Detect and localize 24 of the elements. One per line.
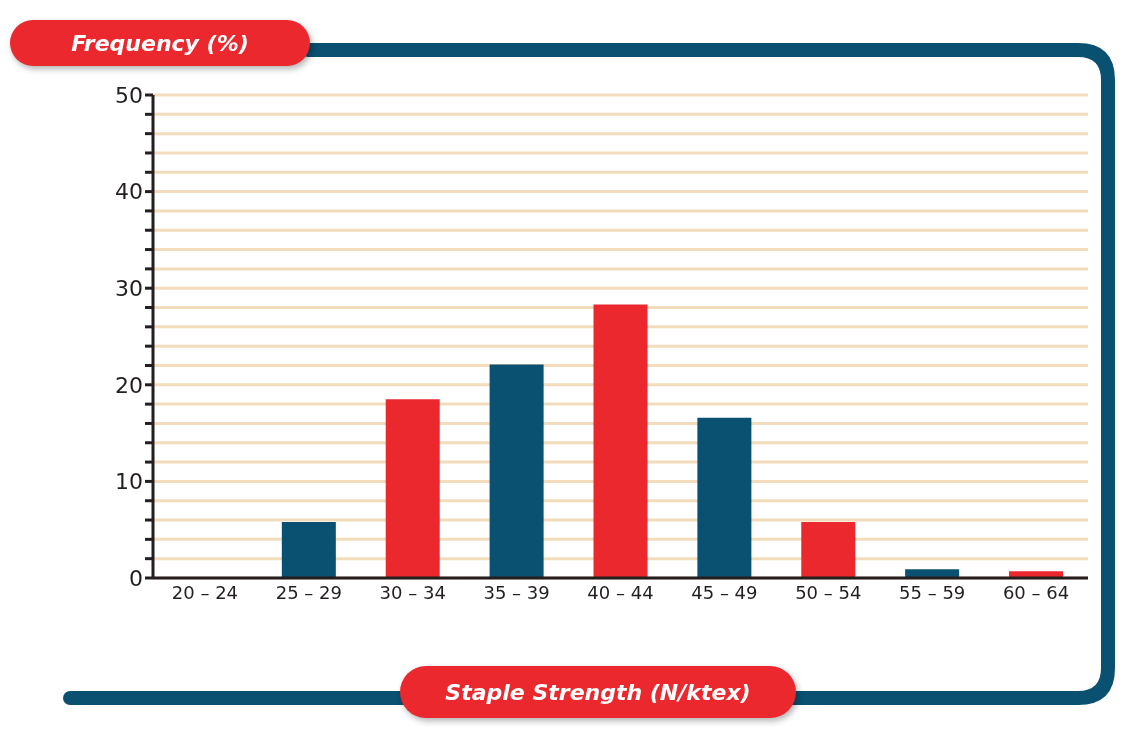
x-tick-label: 40 – 44 bbox=[587, 581, 654, 603]
y-tick-label: 20 bbox=[115, 372, 143, 398]
bar bbox=[489, 364, 544, 578]
bar bbox=[905, 569, 960, 578]
x-tick-label: 25 – 29 bbox=[275, 581, 342, 603]
y-axis-title: Frequency (%) bbox=[10, 20, 310, 66]
y-tick-label: 30 bbox=[115, 276, 143, 302]
x-axis-title: Staple Strength (N/ktex) bbox=[400, 666, 796, 718]
y-tick-label: 10 bbox=[115, 469, 143, 495]
y-tick-label: 0 bbox=[129, 565, 143, 591]
x-tick-label: 35 – 39 bbox=[483, 581, 550, 603]
bar bbox=[593, 304, 648, 578]
x-tick-label: 30 – 34 bbox=[379, 581, 446, 603]
x-tick-label: 20 – 24 bbox=[171, 581, 239, 603]
y-tick-label: 50 bbox=[115, 82, 143, 108]
x-tick-label: 45 – 49 bbox=[691, 581, 758, 603]
bar bbox=[801, 521, 856, 578]
x-tick-label: 60 – 64 bbox=[1002, 581, 1070, 603]
x-tick-label: 50 – 54 bbox=[795, 581, 862, 603]
bar bbox=[697, 417, 752, 578]
x-tick-label: 55 – 59 bbox=[899, 581, 966, 603]
bar bbox=[385, 399, 440, 578]
y-tick-label: 40 bbox=[115, 179, 143, 205]
bar bbox=[281, 521, 336, 578]
